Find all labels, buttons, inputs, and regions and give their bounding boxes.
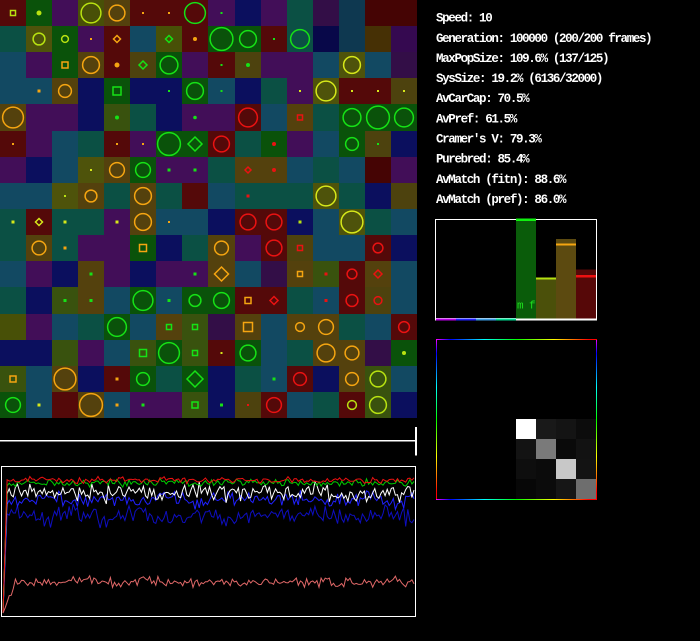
svg-text:MaxPopSize: 109.6% (137/125): MaxPopSize: 109.6% (137/125) (436, 52, 608, 66)
svg-text:Cramer's V: 79.3%: Cramer's V: 79.3% (436, 133, 542, 147)
svg-text:Generation: 100000 (200/200 fr: Generation: 100000 (200/200 frames) (436, 32, 651, 46)
svg-text:AvMatch (pref): 86.0%: AvMatch (pref): 86.0% (436, 193, 567, 207)
svg-text:AvPref: 61.5%: AvPref: 61.5% (436, 112, 518, 126)
svg-text:AvMatch (fitn): 88.6%: AvMatch (fitn): 88.6% (436, 173, 567, 187)
svg-text:AvCarCap: 70.5%: AvCarCap: 70.5% (436, 92, 530, 106)
svg-text:Purebred: 85.4%: Purebred: 85.4% (436, 153, 530, 167)
svg-text:Speed: 10: Speed: 10 (436, 12, 492, 26)
svg-text:m f: m f (517, 301, 535, 313)
svg-text:SysSize: 19.2% (6136/32000): SysSize: 19.2% (6136/32000) (436, 72, 602, 86)
